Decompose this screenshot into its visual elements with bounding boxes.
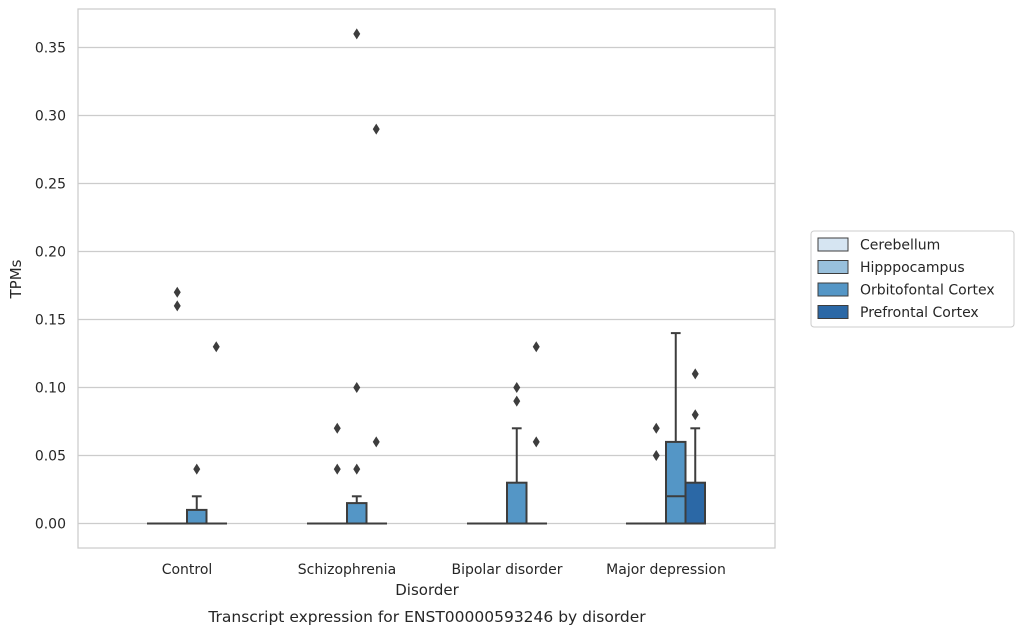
outlier-point bbox=[212, 341, 220, 353]
box-group bbox=[365, 123, 387, 525]
box-group bbox=[346, 28, 368, 525]
plot-frame bbox=[77, 8, 776, 549]
legend-label: Orbitofontal Cortex bbox=[860, 283, 995, 299]
x-tick-label: Control bbox=[162, 562, 213, 578]
outlier-point bbox=[532, 341, 540, 353]
y-tick-label: 0.35 bbox=[35, 41, 66, 57]
box bbox=[665, 440, 687, 525]
x-tick-labels: Control Schizophrenia Bipolar disorder Majo… bbox=[162, 562, 726, 578]
legend-frame bbox=[810, 230, 1015, 328]
outlier-point bbox=[372, 436, 380, 448]
box-group bbox=[506, 382, 528, 525]
outlier-point bbox=[513, 382, 521, 393]
legend-label: Prefrontal Cortex bbox=[860, 305, 979, 321]
legend: Cerebellum Hipppocampus Orbitofontal Corte… bbox=[810, 230, 1015, 328]
box-group bbox=[665, 332, 687, 525]
chart-caption: Transcript expression for ENST0000059324… bbox=[207, 608, 646, 626]
outlier-point bbox=[532, 436, 540, 448]
x-tick-label: Bipolar disorder bbox=[451, 562, 562, 578]
box bbox=[186, 508, 208, 525]
boxes bbox=[147, 28, 706, 525]
y-tick-label: 0.00 bbox=[35, 517, 66, 533]
legend-swatch bbox=[817, 305, 849, 319]
box-group bbox=[645, 422, 667, 525]
outlier-point bbox=[333, 463, 341, 475]
y-tick-label: 0.05 bbox=[35, 449, 66, 465]
box-group bbox=[684, 368, 706, 525]
y-axis-label: TPMs bbox=[7, 259, 25, 299]
legend-label: Hipppocampus bbox=[860, 260, 965, 276]
y-tick-label: 0.20 bbox=[35, 245, 66, 261]
box-group bbox=[166, 286, 188, 525]
y-tick-label: 0.15 bbox=[35, 313, 66, 329]
legend-swatch bbox=[817, 237, 849, 252]
outlier-point bbox=[353, 382, 361, 393]
box bbox=[506, 481, 528, 525]
outlier-point bbox=[513, 395, 521, 407]
x-tick-label: Major depression bbox=[606, 562, 726, 578]
legend-swatch bbox=[817, 282, 849, 297]
outlier-point bbox=[353, 463, 361, 475]
outlier-point bbox=[333, 422, 341, 434]
outlier-point bbox=[691, 409, 699, 421]
outlier-point bbox=[193, 463, 201, 475]
outlier-point bbox=[652, 450, 660, 461]
y-tick-label: 0.25 bbox=[35, 177, 66, 193]
outlier-point bbox=[173, 286, 181, 298]
box-group bbox=[205, 341, 227, 525]
legend-label: Cerebellum bbox=[860, 238, 940, 254]
legend-swatch bbox=[817, 260, 849, 274]
outlier-point bbox=[652, 422, 660, 434]
box-group bbox=[186, 463, 208, 525]
outlier-point bbox=[173, 300, 181, 312]
box bbox=[346, 502, 368, 525]
y-tick-label: 0.30 bbox=[35, 109, 66, 125]
y-tick-label: 0.10 bbox=[35, 381, 66, 397]
x-axis-label: Disorder bbox=[395, 581, 459, 599]
box bbox=[684, 481, 706, 525]
outlier-point bbox=[353, 28, 361, 40]
grid-lines bbox=[78, 46, 775, 525]
y-tick-labels: 0.00 0.05 0.10 0.15 0.20 0.25 0.30 0.35 bbox=[35, 41, 66, 533]
box-group bbox=[525, 341, 547, 525]
outlier-point bbox=[372, 123, 380, 135]
outlier-point bbox=[691, 368, 699, 380]
x-tick-label: Schizophrenia bbox=[298, 562, 396, 578]
box-group bbox=[326, 422, 348, 525]
